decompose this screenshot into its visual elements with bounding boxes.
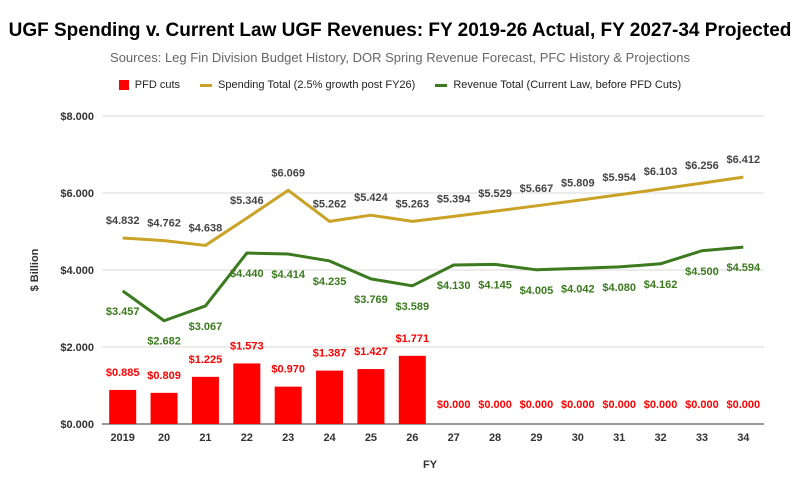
x-tick-label: 22 — [241, 432, 253, 444]
y-tick-label: $8.000 — [60, 111, 94, 123]
x-axis-title: FY — [423, 459, 438, 471]
bar-label-pfd-cuts: $0.809 — [147, 370, 181, 382]
y-tick-label: $2.000 — [60, 342, 94, 354]
x-tick-label: 26 — [406, 432, 418, 444]
bar-pfd-cuts — [109, 389, 137, 424]
legend-swatch-pfd-cuts — [118, 80, 129, 90]
bar-label-pfd-cuts: $1.225 — [189, 354, 223, 366]
line-spending-total — [122, 175, 744, 247]
x-tick-label: 33 — [696, 432, 708, 444]
data-label-spending-total: $5.529 — [478, 188, 512, 200]
data-label-spending-total: $6.256 — [685, 160, 719, 172]
x-tick-label: 24 — [323, 432, 336, 444]
x-tick-label: 28 — [489, 432, 501, 444]
chart-subtitle: Sources: Leg Fin Division Budget History… — [110, 50, 690, 65]
legend-label-revenue-total: Revenue Total (Current Law, before PFD C… — [453, 79, 682, 91]
legend-label-spending-total: Spending Total (2.5% growth post FY26) — [218, 79, 416, 91]
bar-label-pfd-cuts: $0.000 — [644, 399, 678, 411]
chart-title: UGF Spending v. Current Law UGF Revenues… — [8, 20, 792, 41]
x-tick-label: 23 — [282, 432, 294, 444]
x-tick-label: 27 — [448, 432, 460, 444]
data-label-revenue-total: $4.130 — [437, 280, 471, 292]
data-label-spending-total: $6.412 — [726, 154, 760, 166]
data-label-spending-total: $4.762 — [147, 218, 181, 230]
legend-swatch-spending-total — [200, 83, 213, 87]
bar-label-pfd-cuts: $0.000 — [685, 399, 719, 411]
data-label-spending-total: $5.954 — [602, 172, 637, 184]
bar-pfd-cuts — [274, 386, 302, 424]
bar-pfd-cuts — [150, 392, 178, 424]
bar-label-pfd-cuts: $0.970 — [271, 364, 305, 376]
bar-label-pfd-cuts: $0.885 — [106, 367, 140, 379]
data-label-revenue-total: $4.042 — [561, 283, 595, 295]
bar-label-pfd-cuts: $0.000 — [437, 399, 471, 411]
data-label-spending-total: $5.263 — [395, 198, 429, 210]
legend-label-pfd-cuts: PFD cuts — [134, 79, 181, 91]
bar-label-pfd-cuts: $0.000 — [726, 399, 760, 411]
bar-label-pfd-cuts: $0.000 — [561, 399, 595, 411]
data-label-revenue-total: $3.589 — [395, 301, 429, 313]
data-label-revenue-total: $4.594 — [726, 262, 761, 274]
legend-item-spending-total: Spending Total (2.5% growth post FY26) — [200, 79, 415, 91]
data-label-revenue-total: $4.414 — [271, 269, 306, 281]
data-label-spending-total: $5.346 — [230, 195, 264, 207]
x-tick-label: 29 — [530, 432, 542, 444]
y-axis-title: $ Billion — [29, 248, 41, 291]
bar-pfd-cuts — [316, 370, 344, 424]
data-label-spending-total: $5.809 — [561, 177, 595, 189]
data-label-revenue-total: $2.682 — [147, 336, 181, 348]
line-revenue-total — [121, 245, 744, 323]
x-tick-label: 21 — [199, 432, 211, 444]
data-label-revenue-total: $3.067 — [189, 321, 223, 333]
bar-label-pfd-cuts: $0.000 — [520, 399, 554, 411]
data-label-revenue-total: $3.769 — [354, 294, 388, 306]
data-label-spending-total: $4.638 — [189, 222, 223, 234]
legend-swatch-revenue-total — [435, 83, 448, 87]
data-label-revenue-total: $3.457 — [106, 306, 140, 318]
y-tick-label: $6.000 — [60, 188, 94, 200]
bar-pfd-cuts — [233, 363, 261, 424]
chart-legend: PFD cuts Spending Total (2.5% growth pos… — [0, 79, 800, 91]
data-label-revenue-total: $4.440 — [230, 268, 264, 280]
data-label-revenue-total: $4.145 — [478, 279, 512, 291]
legend-item-pfd-cuts: PFD cuts — [118, 79, 181, 91]
data-label-revenue-total: $4.235 — [313, 276, 347, 288]
data-label-spending-total: $5.394 — [437, 193, 472, 205]
x-tick-label: 25 — [365, 432, 377, 444]
data-label-spending-total: $6.069 — [271, 167, 305, 179]
bar-label-pfd-cuts: $1.427 — [354, 346, 388, 358]
bar-pfd-cuts — [191, 376, 219, 424]
bar-label-pfd-cuts: $1.387 — [313, 348, 347, 360]
data-label-revenue-total: $4.005 — [520, 285, 554, 297]
x-tick-label: 2019 — [110, 432, 134, 444]
bar-pfd-cuts — [357, 369, 385, 424]
x-tick-label: 34 — [737, 432, 750, 444]
data-label-revenue-total: $4.162 — [644, 279, 678, 291]
x-tick-label: 20 — [158, 432, 170, 444]
data-label-spending-total: $5.667 — [520, 183, 554, 195]
data-label-spending-total: $4.832 — [106, 215, 140, 227]
x-tick-label: 30 — [572, 432, 584, 444]
bar-label-pfd-cuts: $1.573 — [230, 340, 264, 352]
data-label-revenue-total: $4.500 — [685, 266, 719, 278]
y-tick-label: $4.000 — [60, 265, 94, 277]
bar-label-pfd-cuts: $0.000 — [478, 399, 512, 411]
data-label-spending-total: $5.424 — [354, 192, 389, 204]
bar-label-pfd-cuts: $0.000 — [602, 399, 636, 411]
x-tick-label: 32 — [654, 432, 666, 444]
data-label-revenue-total: $4.080 — [602, 282, 636, 294]
data-label-spending-total: $6.103 — [644, 166, 678, 178]
data-label-spending-total: $5.262 — [313, 198, 347, 210]
bar-label-pfd-cuts: $1.771 — [395, 333, 429, 345]
x-tick-label: 31 — [613, 432, 625, 444]
legend-item-revenue-total: Revenue Total (Current Law, before PFD C… — [435, 79, 681, 91]
bar-pfd-cuts — [398, 355, 426, 424]
y-tick-label: $0.000 — [60, 419, 94, 431]
